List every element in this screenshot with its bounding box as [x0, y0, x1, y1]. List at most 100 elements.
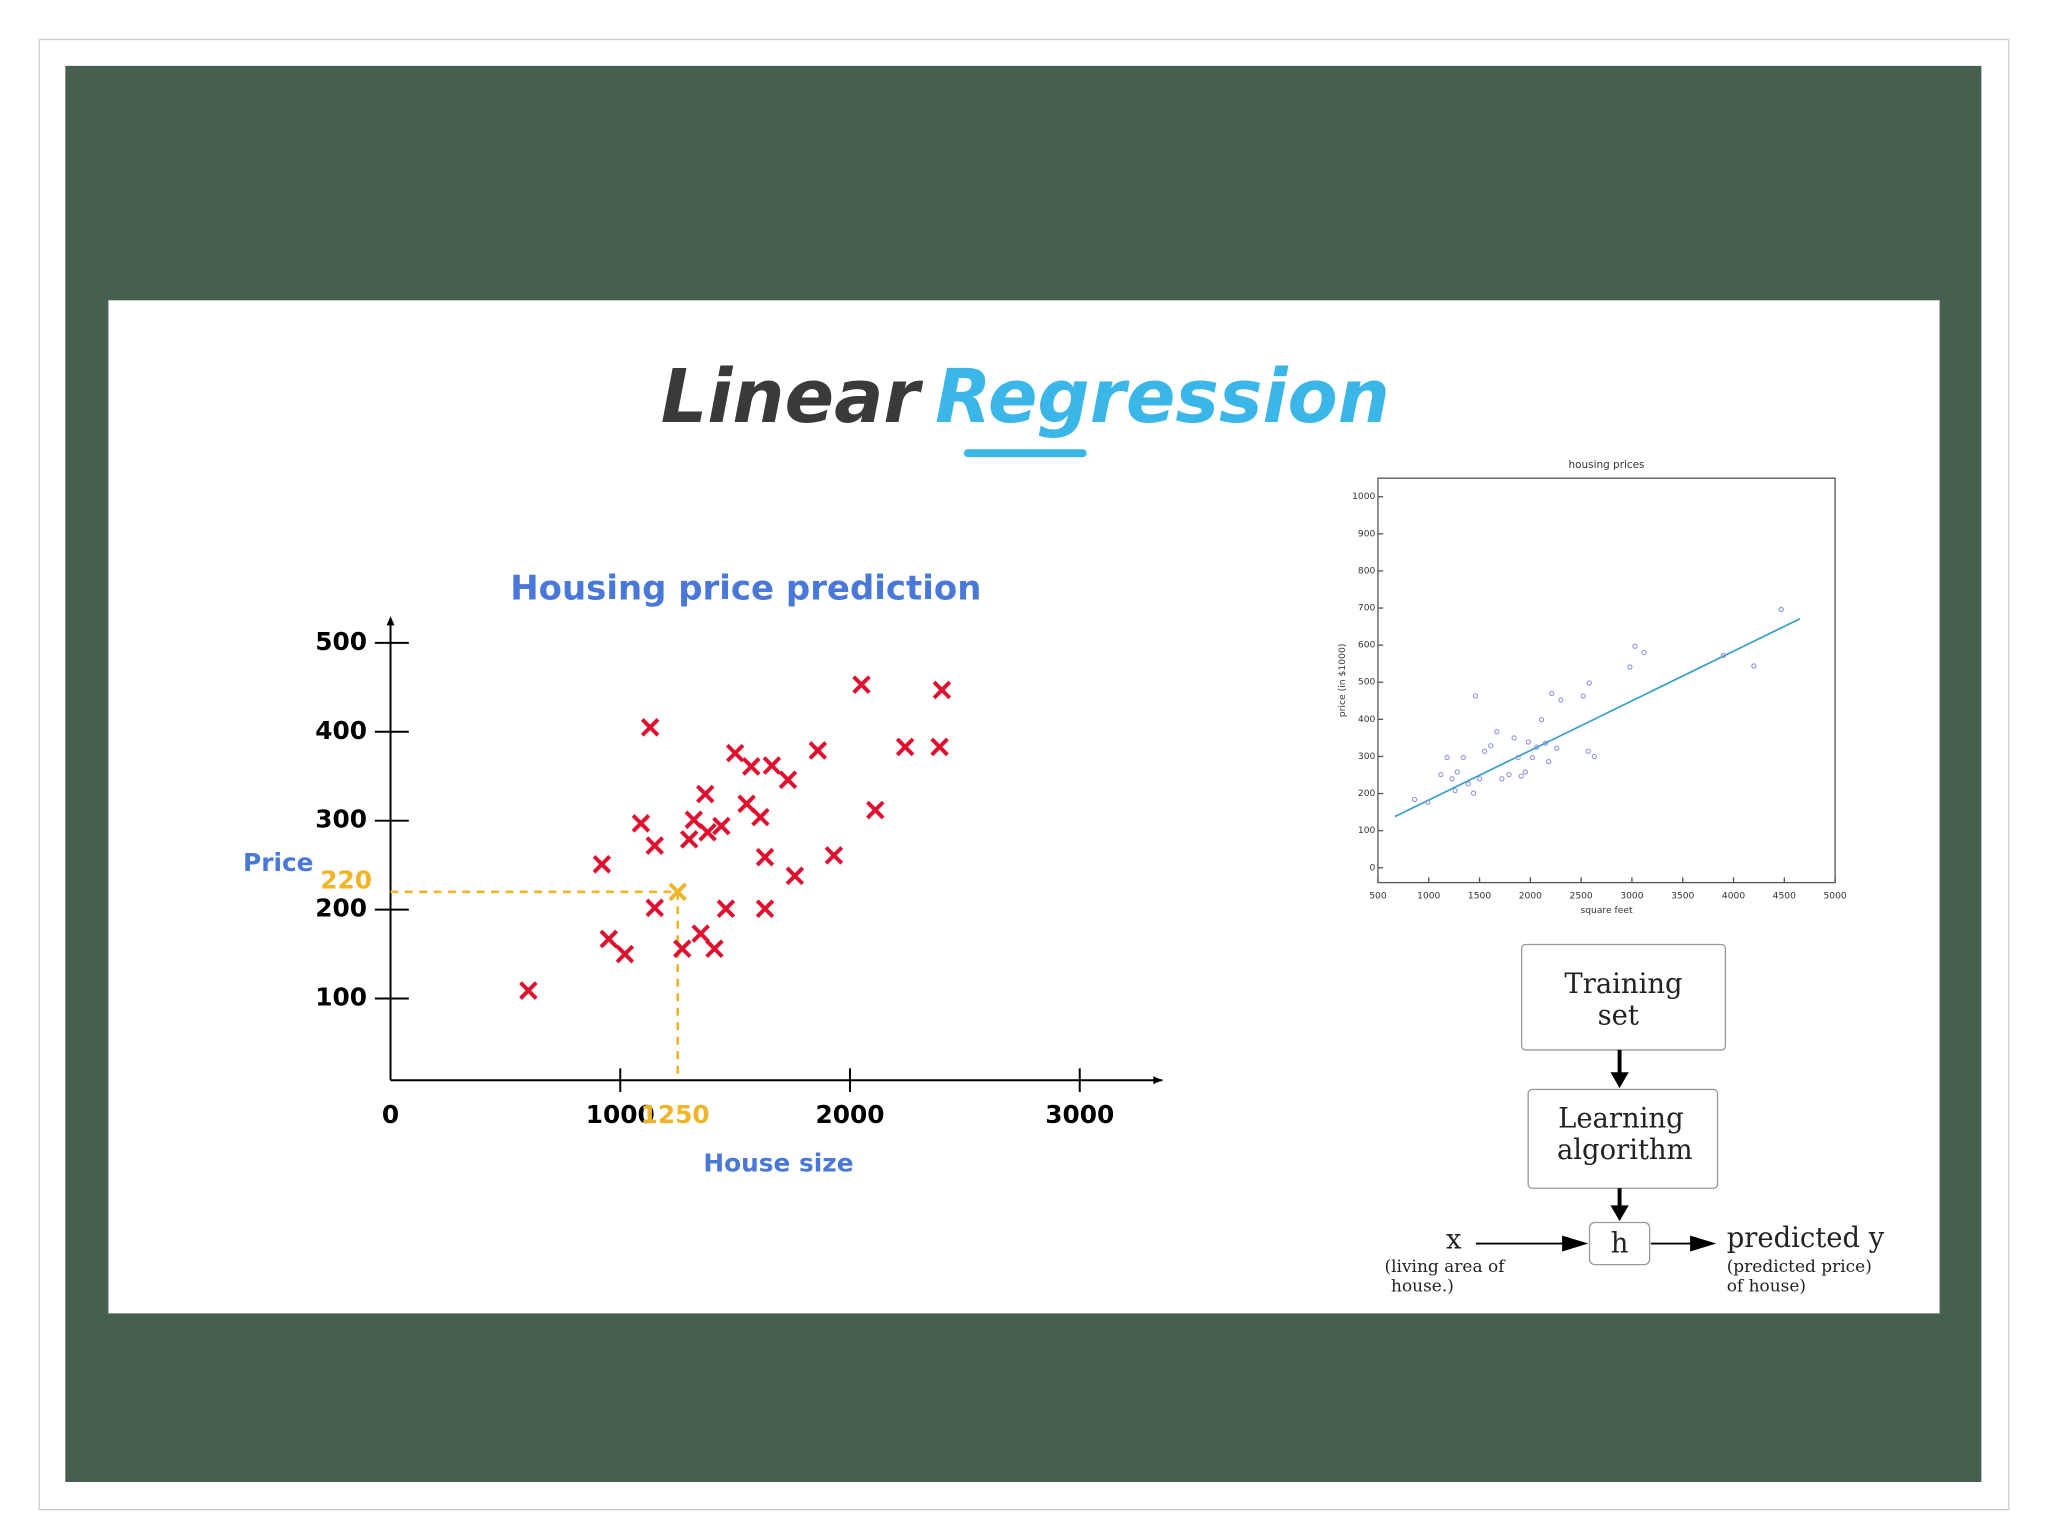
output-label: predicted y	[1727, 1222, 1885, 1254]
x-tick-label: 5000	[1823, 890, 1846, 901]
point	[1499, 776, 1505, 782]
y-tick-label: 100	[315, 982, 367, 1011]
point	[755, 847, 775, 867]
title-underline	[963, 449, 1087, 458]
point	[866, 800, 885, 820]
x-tick-label: 4500	[1773, 890, 1796, 901]
x-tick-label: 3000	[1045, 1100, 1114, 1129]
x-tick-label: 2000	[815, 1100, 884, 1129]
input-note: house.)	[1391, 1276, 1454, 1296]
plot-frame	[1377, 477, 1836, 884]
point	[1438, 772, 1444, 778]
x-axis-label: square feet	[1581, 905, 1633, 916]
point	[1586, 680, 1592, 686]
y-tick-label: 500	[1358, 677, 1376, 688]
point	[1751, 663, 1757, 669]
slide-title: Linear Regression	[661, 355, 1390, 440]
point	[1542, 740, 1549, 746]
y-tick-label: 0	[1370, 862, 1376, 873]
y-tick-label: 400	[1358, 714, 1376, 725]
point	[1529, 754, 1535, 761]
point	[599, 929, 619, 949]
point	[712, 816, 731, 836]
chart-title: housing prices	[1569, 459, 1645, 471]
point	[691, 924, 710, 943]
point	[1558, 697, 1564, 703]
x-tick-label: 2500	[1570, 890, 1593, 901]
point	[519, 981, 538, 1000]
point	[1449, 776, 1455, 782]
point	[778, 770, 798, 790]
point	[1452, 787, 1458, 794]
output-note: (predicted price)	[1727, 1257, 1872, 1277]
x-tick-label: 4000	[1722, 890, 1745, 901]
y-tick-label: 300	[315, 805, 367, 834]
predicted-point	[668, 882, 687, 902]
arrow-head	[1562, 1235, 1589, 1252]
point	[673, 939, 692, 959]
x-tick-label: 3500	[1671, 890, 1694, 901]
point	[895, 737, 915, 757]
point	[1525, 739, 1531, 745]
annotation-label: 1250	[641, 1100, 710, 1129]
y-tick-label: 300	[1358, 751, 1376, 762]
point	[741, 757, 761, 776]
point	[1506, 772, 1512, 778]
point	[1546, 759, 1552, 765]
fit-line	[1394, 618, 1801, 818]
input-label: x	[1446, 1223, 1462, 1255]
point	[1476, 776, 1483, 782]
box	[1520, 943, 1727, 1051]
y-tick-label: 600	[1358, 640, 1376, 651]
point	[592, 854, 612, 874]
point	[1538, 717, 1545, 723]
point	[1460, 754, 1466, 761]
point	[645, 836, 664, 855]
output-note: of house)	[1727, 1276, 1806, 1296]
point	[762, 756, 782, 775]
point	[1515, 754, 1521, 761]
point	[631, 814, 651, 833]
y-axis-label: price (in $1000)	[1337, 644, 1348, 718]
y-tick-label: 200	[315, 894, 367, 923]
point	[645, 898, 664, 918]
chart: Housing price prediction House size Price 1…	[243, 569, 1163, 1178]
point	[824, 846, 844, 865]
point	[737, 794, 756, 814]
point	[785, 866, 805, 886]
point	[698, 822, 717, 842]
x-tick-label: 3000	[1620, 890, 1643, 901]
chart: housing prices square feet price (in $1000…	[1337, 459, 1847, 916]
node-label: algorithm	[1557, 1134, 1693, 1166]
point	[716, 899, 736, 919]
point	[1488, 743, 1494, 749]
y-tick-label: 800	[1358, 565, 1376, 576]
node-label: Training	[1564, 968, 1682, 1000]
chart-title: Housing price prediction	[510, 569, 981, 609]
point	[852, 675, 871, 694]
x-tick-label: 1000	[586, 1100, 655, 1129]
x-tick-label: 2000	[1519, 890, 1542, 901]
point	[1518, 773, 1524, 779]
point	[1533, 744, 1540, 750]
y-tick-label: 700	[1358, 603, 1376, 614]
point	[808, 741, 828, 760]
x-tick-label: 1500	[1468, 890, 1491, 901]
diagram: Training set Learning algorithm h x (liv…	[1384, 943, 1885, 1297]
y-tick-label: 500	[315, 627, 367, 656]
point	[1482, 748, 1488, 754]
arrow-head	[1610, 1205, 1629, 1222]
point	[1511, 735, 1517, 741]
annotation-label: 220	[320, 865, 372, 894]
point	[1580, 693, 1586, 699]
point	[1425, 799, 1431, 805]
y-axis-label: Price	[243, 848, 313, 877]
point	[1454, 769, 1460, 775]
point	[1522, 769, 1528, 775]
arrow-head	[1690, 1235, 1717, 1252]
x-tick-label: 0	[382, 1100, 399, 1129]
point	[684, 810, 704, 830]
point	[1554, 745, 1560, 751]
